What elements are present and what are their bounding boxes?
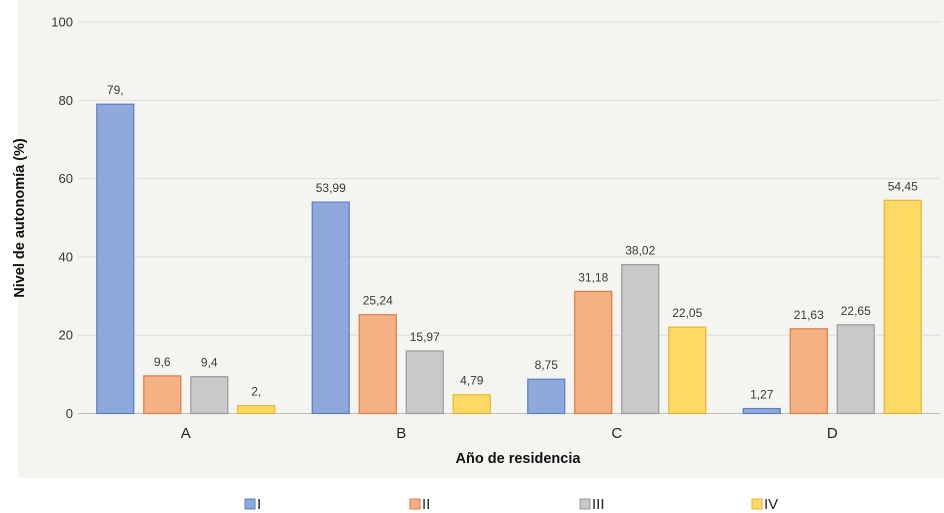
- legend-swatch-III: [579, 498, 591, 510]
- y-tick-label: 40: [59, 249, 73, 264]
- data-label: 9,4: [201, 356, 218, 370]
- bar-IV-B: [452, 394, 491, 415]
- bar-I-A: [96, 103, 135, 415]
- data-label: 8,75: [535, 358, 559, 372]
- x-tick-label: B: [396, 425, 406, 442]
- bar-IV-D: [883, 199, 922, 415]
- legend: I II III IV: [244, 496, 778, 513]
- data-label: 21,63: [794, 308, 824, 322]
- y-axis-title: Nivel de autonomía (%): [12, 138, 28, 298]
- data-label: 25,24: [363, 294, 393, 308]
- bar-I-C: [527, 378, 566, 415]
- data-label: 22,65: [841, 304, 871, 318]
- bar-III-C: [621, 264, 660, 415]
- bar-III-A: [190, 376, 229, 415]
- bar-IV-A: [237, 405, 276, 415]
- legend-label-III: III: [592, 496, 605, 513]
- bar-I-B: [311, 201, 350, 415]
- legend-label-II: II: [422, 496, 430, 513]
- data-label: 31,18: [578, 270, 608, 284]
- bar-II-B: [358, 314, 397, 415]
- x-tick-labels: A B C D: [181, 425, 838, 442]
- y-tick-label: 20: [59, 328, 73, 343]
- y-tick-label: 60: [59, 171, 73, 186]
- data-label: 2,: [251, 385, 261, 399]
- bar-II-D: [789, 328, 828, 415]
- x-tick-label: C: [611, 425, 622, 442]
- bar-I-D: [742, 407, 781, 415]
- data-label: 38,02: [625, 244, 655, 258]
- data-label: 53,99: [316, 181, 346, 195]
- y-tick-label: 0: [66, 406, 73, 421]
- bar-II-C: [574, 290, 613, 415]
- x-tick-label: D: [827, 425, 838, 442]
- y-tick-label: 80: [59, 93, 73, 108]
- data-label: 9,6: [154, 355, 171, 369]
- bar-III-D: [836, 324, 875, 415]
- data-label: 79,: [107, 83, 124, 97]
- y-tick-labels: 0 20 40 60 80 100: [51, 15, 73, 422]
- data-labels: 79, 9,6 9,4 2, 53,99 25,24 15,97 4,79 8,75 31,18 3…: [107, 83, 918, 401]
- y-tick-label: 100: [51, 15, 73, 30]
- bar-II-A: [143, 375, 182, 415]
- bar-III-B: [405, 350, 444, 415]
- legend-swatch-II: [409, 498, 421, 510]
- bar-IV-C: [668, 326, 707, 415]
- legend-swatch-I: [244, 498, 256, 510]
- data-label: 1,27: [750, 388, 774, 402]
- bars: [96, 103, 922, 415]
- legend-label-I: I: [257, 496, 261, 513]
- legend-swatch-IV: [751, 498, 763, 510]
- data-label: 4,79: [460, 374, 484, 388]
- data-label: 15,97: [410, 330, 440, 344]
- x-axis-title: Año de residencia: [456, 451, 582, 467]
- legend-label-IV: IV: [764, 496, 778, 513]
- data-label: 54,45: [888, 179, 918, 193]
- data-label: 22,05: [672, 306, 702, 320]
- x-tick-label: A: [181, 425, 191, 442]
